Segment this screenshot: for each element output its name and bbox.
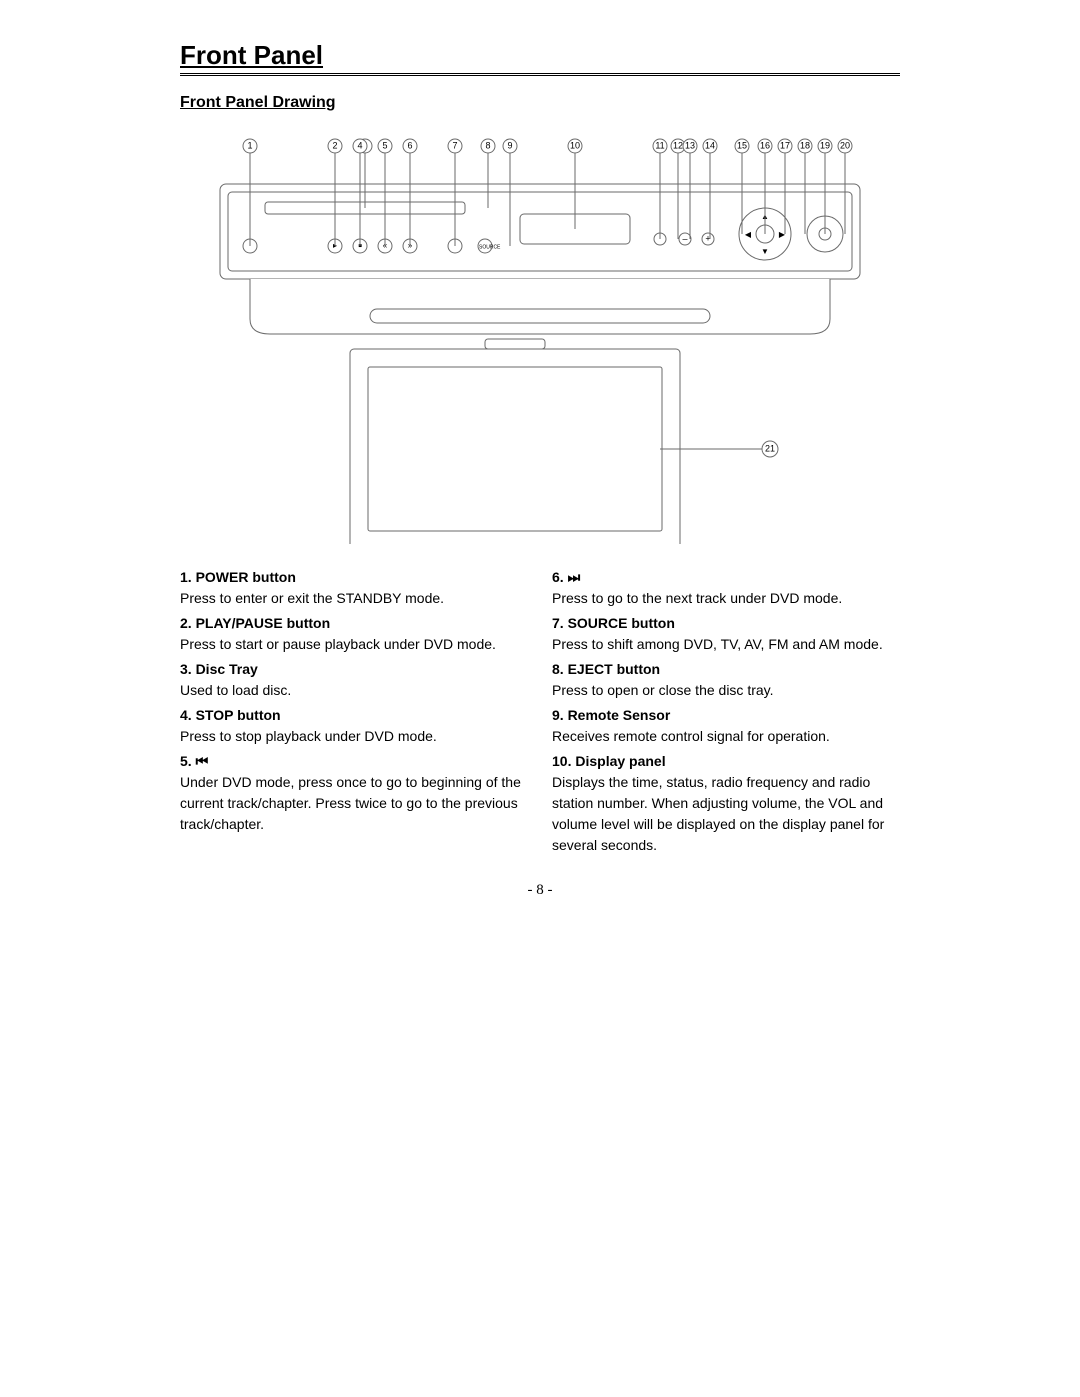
item-description: Press to enter or exit the STANDBY mode. xyxy=(180,588,528,609)
item-description: Press to go to the next track under DVD … xyxy=(552,588,900,609)
svg-text:SOURCE: SOURCE xyxy=(479,244,501,250)
subsection-title: Front Panel Drawing xyxy=(180,94,900,112)
left-column: 1. POWER buttonPress to enter or exit th… xyxy=(180,567,528,860)
item-description: Under DVD mode, press once to go to begi… xyxy=(180,772,528,835)
svg-text:17: 17 xyxy=(780,140,790,150)
front-panel-diagram: ▸■«»SOURCE–+▲▼◀▶123456789101112131415161… xyxy=(180,124,900,544)
item-title: 5. ⏮ xyxy=(180,751,528,772)
item-description: Press to stop playback under DVD mode. xyxy=(180,726,528,747)
item-description: Press to shift among DVD, TV, AV, FM and… xyxy=(552,634,900,655)
item-title: 10. Display panel xyxy=(552,751,900,772)
svg-text:▼: ▼ xyxy=(761,247,769,256)
item-description: Used to load disc. xyxy=(180,680,528,701)
svg-text:10: 10 xyxy=(570,140,580,150)
svg-text:11: 11 xyxy=(655,140,664,150)
svg-text:8: 8 xyxy=(485,140,490,150)
svg-text:9: 9 xyxy=(507,140,512,150)
item-description: Displays the time, status, radio frequen… xyxy=(552,772,900,856)
svg-text:13: 13 xyxy=(685,140,695,150)
item-title: 9. Remote Sensor xyxy=(552,705,900,726)
section-title: Front Panel xyxy=(180,40,900,76)
right-column: 6. ⏭Press to go to the next track under … xyxy=(552,567,900,860)
svg-text:12: 12 xyxy=(673,140,683,150)
svg-text:19: 19 xyxy=(820,140,830,150)
item-description: Press to open or close the disc tray. xyxy=(552,680,900,701)
page-content: Front Panel Front Panel Drawing ▸■«»SOUR… xyxy=(180,40,900,899)
svg-text:5: 5 xyxy=(382,140,387,150)
svg-text:6: 6 xyxy=(407,140,412,150)
item-description: Press to start or pause playback under D… xyxy=(180,634,528,655)
svg-text:14: 14 xyxy=(705,140,715,150)
item-title: 1. POWER button xyxy=(180,567,528,588)
description-columns: 1. POWER buttonPress to enter or exit th… xyxy=(180,567,900,860)
svg-text:◀: ◀ xyxy=(745,230,752,239)
manual-page: Front Panel Front Panel Drawing ▸■«»SOUR… xyxy=(0,0,1080,899)
svg-text:16: 16 xyxy=(760,140,770,150)
item-title: 7. SOURCE button xyxy=(552,613,900,634)
svg-text:21: 21 xyxy=(765,443,775,453)
item-title: 3. Disc Tray xyxy=(180,659,528,680)
item-title: 8. EJECT button xyxy=(552,659,900,680)
item-description: Receives remote control signal for opera… xyxy=(552,726,900,747)
svg-text:18: 18 xyxy=(800,140,810,150)
svg-text:2: 2 xyxy=(332,140,337,150)
svg-text:20: 20 xyxy=(840,140,850,150)
item-title: 2. PLAY/PAUSE button xyxy=(180,613,528,634)
svg-text:4: 4 xyxy=(357,140,362,150)
svg-text:1: 1 xyxy=(247,140,252,150)
svg-text:7: 7 xyxy=(452,140,457,150)
item-title: 6. ⏭ xyxy=(552,567,900,588)
item-title: 4. STOP button xyxy=(180,705,528,726)
svg-text:15: 15 xyxy=(737,140,747,150)
svg-text:–: – xyxy=(682,233,687,243)
page-number: - 8 - xyxy=(180,882,900,899)
